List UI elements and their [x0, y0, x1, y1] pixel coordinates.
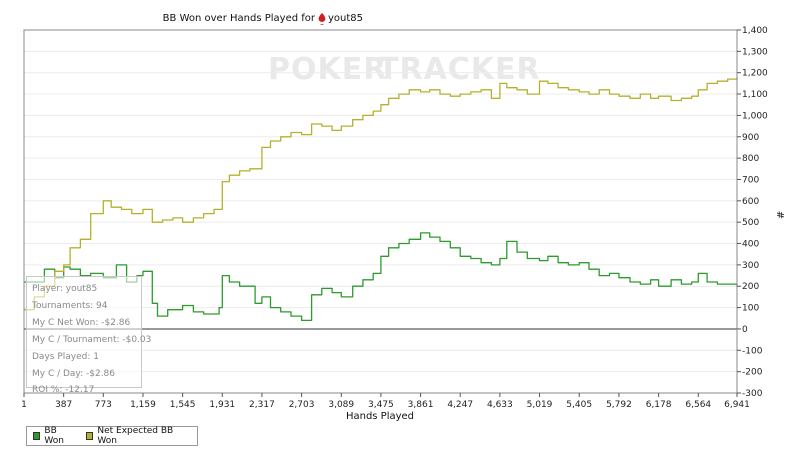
x-tick-label: 2,703 — [289, 400, 315, 410]
y-tick-label: 600 — [742, 197, 759, 207]
x-axis-label: Hands Played — [346, 411, 414, 422]
y-tick-label: 400 — [742, 240, 759, 250]
x-tick-label: 6,564 — [685, 400, 711, 410]
x-tick-label: 5,019 — [527, 400, 553, 410]
x-tick-label: 773 — [95, 400, 112, 410]
x-tick-label: 6,178 — [646, 400, 672, 410]
y-tick-label: -100 — [742, 346, 763, 356]
legend-swatch-bb-won — [33, 432, 41, 440]
y-tick-label: 300 — [742, 261, 759, 271]
x-tick-label: 387 — [55, 400, 72, 410]
x-tick-label: 3,089 — [328, 400, 354, 410]
y-tick-label: 500 — [742, 218, 759, 228]
grid — [24, 50, 737, 373]
x-tick-label: 1,545 — [170, 400, 196, 410]
player-name: yout85 — [328, 13, 363, 24]
y-tick-label: -300 — [742, 389, 763, 399]
series-layer — [24, 77, 738, 322]
stats-per-tournament: My C / Tournament: -$0.03 — [32, 334, 152, 345]
x-tick-label: 2,317 — [249, 400, 275, 410]
chart-title: BB Won over Hands Played for — [163, 13, 316, 24]
stats-per-day: My C / Day: -$2.86 — [32, 368, 116, 379]
x-tick-label: 1,931 — [209, 400, 235, 410]
y-axis-label: # — [774, 211, 785, 219]
x-tick-label: 1,159 — [130, 400, 156, 410]
y-tick-label: 1,100 — [742, 90, 768, 100]
legend-item-bb-won: BB Won — [33, 426, 76, 446]
y-tick-label: 100 — [742, 304, 759, 314]
x-tick-label: 4,633 — [487, 400, 513, 410]
legend-item-net-expected: Net Expected BB Won — [85, 426, 187, 446]
y-axis: -300 -200 -100 0 100 200 300 400 500 600 700 800 900… — [737, 26, 768, 399]
x-tick-label: 3,475 — [368, 400, 394, 410]
series-line-net-expected — [24, 77, 738, 311]
legend-label-net-expected: Net Expected BB Won — [97, 426, 174, 446]
watermark-tracker: TRACKER — [378, 52, 541, 87]
x-axis: 1 387 773 1,159 1,545 1,931 2,317 2,703 3,089 3,4… — [21, 393, 750, 410]
x-tick-label: 4,247 — [447, 400, 473, 410]
x-tick-label: 3,861 — [408, 400, 434, 410]
stats-tournaments: Tournaments: 94 — [32, 300, 108, 311]
player-stats-panel: Player: yout85 Tournaments: 94 My C Net … — [26, 276, 152, 395]
stats-net-won: My C Net Won: -$2.86 — [32, 317, 131, 328]
watermark-poker: POKER — [268, 52, 387, 87]
stats-player: Player: yout85 — [32, 284, 98, 294]
stats-roi: ROI %: -12.17 — [32, 385, 95, 396]
x-tick-label: 5,405 — [566, 400, 592, 410]
y-tick-label: 1,200 — [742, 69, 768, 79]
y-tick-label: 1,300 — [742, 47, 768, 57]
y-tick-label: -200 — [742, 368, 763, 378]
suit-icon — [318, 13, 326, 25]
legend-label-bb-won: BB Won — [44, 426, 65, 446]
y-tick-label: 0 — [742, 325, 748, 335]
x-tick-label: 1 — [21, 400, 27, 410]
y-tick-label: 1,000 — [742, 111, 768, 121]
y-tick-label: 1,400 — [742, 26, 768, 36]
y-tick-label: 700 — [742, 175, 759, 185]
y-tick-label: 900 — [742, 133, 759, 143]
stats-days-played: Days Played: 1 — [32, 351, 99, 362]
legend-swatch-net-expected — [85, 432, 94, 440]
x-tick-label: 5,792 — [606, 400, 632, 410]
legend: BB Won Net Expected BB Won — [26, 426, 198, 446]
y-tick-label: 200 — [742, 282, 759, 292]
series-line-bb-won — [24, 232, 738, 322]
y-tick-label: 800 — [742, 154, 759, 164]
x-tick-label: 6,941 — [724, 400, 750, 410]
